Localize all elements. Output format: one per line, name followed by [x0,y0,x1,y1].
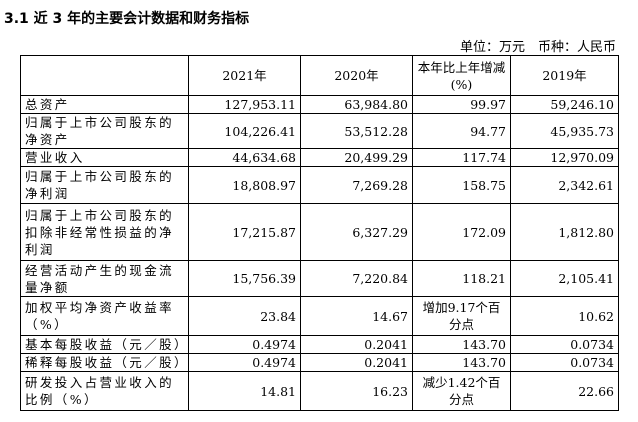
cell: 15,756.39 [188,260,301,297]
row-label: 加权平均净资产收益率（%） [20,296,189,336]
cell: 14.67 [300,296,413,336]
column-header: 2019年 [510,55,619,96]
column-header: 2021年 [188,55,301,96]
row-label: 营业收入 [20,148,189,167]
table-row: 基本每股收益（元／股） 0.4974 0.2041 143.70 0.0734 [20,335,619,354]
row-label: 研发投入占营业收入的比例（%） [20,371,189,411]
cell: 0.2041 [300,353,413,372]
cell: 12,970.09 [510,148,619,167]
cell: 118.21 [412,260,511,297]
cell: 45,935.73 [510,113,619,149]
cell: 17,215.87 [188,203,301,261]
cell: 7,269.28 [300,166,413,204]
cell: 0.0734 [510,335,619,354]
cell: 143.70 [412,335,511,354]
cell: 20,499.29 [300,148,413,167]
cell: 59,246.10 [510,95,619,114]
row-label: 归属于上市公司股东的净资产 [20,113,189,149]
row-label: 基本每股收益（元／股） [20,335,189,354]
cell: 7,220.84 [300,260,413,297]
cell: 53,512.28 [300,113,413,149]
cell: 63,984.80 [300,95,413,114]
cell: 172.09 [412,203,511,261]
unit-note: 单位：万元 币种：人民币 [459,40,616,55]
cell: 22.66 [510,371,619,411]
table-row: 营业收入 44,634.68 20,499.29 117.74 12,970.09 [20,148,619,167]
cell: 10.62 [510,296,619,336]
cell: 104,226.41 [188,113,301,149]
cell: 143.70 [412,353,511,372]
cell: 2,105.41 [510,260,619,297]
cell: 23.84 [188,296,301,336]
column-header [20,55,189,96]
table-row: 归属于上市公司股东的净资产 104,226.41 53,512.28 94.77 45,… [20,113,619,149]
cell: 117.74 [412,148,511,167]
table-row: 经营活动产生的现金流量净额 15,756.39 7,220.84 118.21 2,10… [20,260,619,297]
cell: 16.23 [300,371,413,411]
cell: 18,808.97 [188,166,301,204]
cell: 减少1.42个百分点 [412,371,511,411]
cell: 44,634.68 [188,148,301,167]
row-label: 归属于上市公司股东的扣除非经常性损益的净利润 [20,203,189,261]
cell: 99.97 [412,95,511,114]
row-label: 稀释每股收益（元／股） [20,353,189,372]
cell: 0.0734 [510,353,619,372]
cell: 94.77 [412,113,511,149]
cell: 2,342.61 [510,166,619,204]
section-title: 3.1 近 3 年的主要会计数据和财务指标 [4,11,250,27]
column-header: 2020年 [300,55,413,96]
row-label: 经营活动产生的现金流量净额 [20,260,189,297]
row-label: 总资产 [20,95,189,114]
cell: 1,812.80 [510,203,619,261]
cell: 6,327.29 [300,203,413,261]
table-row: 加权平均净资产收益率（%） 23.84 14.67 增加9.17个百分点 10.62 [20,296,619,336]
table-row: 归属于上市公司股东的扣除非经常性损益的净利润 17,215.87 6,327.29 1… [20,203,619,261]
table-row: 归属于上市公司股东的净利润 18,808.97 7,269.28 158.75 2,34… [20,166,619,204]
cell: 0.4974 [188,335,301,354]
table-row: 研发投入占营业收入的比例（%） 14.81 16.23 减少1.42个百分点 22.66 [20,371,619,411]
cell: 158.75 [412,166,511,204]
row-label: 归属于上市公司股东的净利润 [20,166,189,204]
table-row: 稀释每股收益（元／股） 0.4974 0.2041 143.70 0.0734 [20,353,619,372]
cell: 增加9.17个百分点 [412,296,511,336]
cell: 0.4974 [188,353,301,372]
data-table: 2021年 2020年 本年比上年增减(%) 2019年 总资产 127,953.11 63… [20,55,619,411]
cell: 127,953.11 [188,95,301,114]
cell: 0.2041 [300,335,413,354]
cell: 14.81 [188,371,301,411]
table-row: 总资产 127,953.11 63,984.80 99.97 59,246.10 [20,95,619,114]
column-header: 本年比上年增减(%) [412,55,511,96]
header-row: 2021年 2020年 本年比上年增减(%) 2019年 [20,55,619,96]
